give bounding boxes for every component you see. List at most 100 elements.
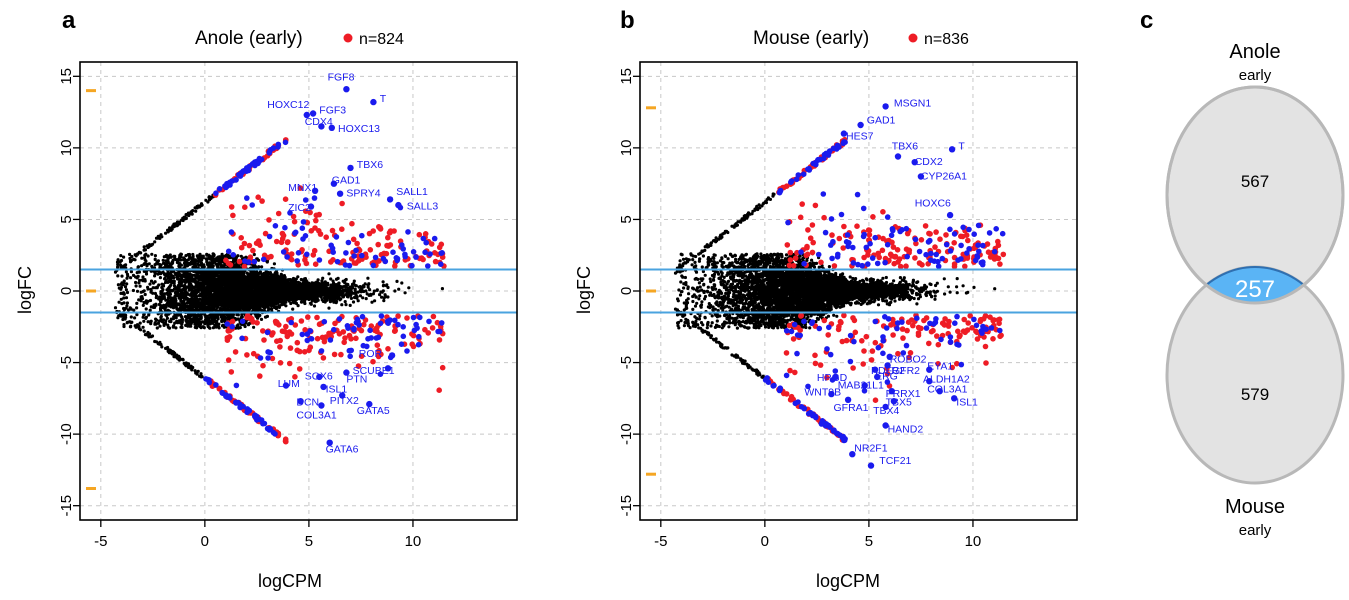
highlight-point bbox=[282, 329, 288, 335]
gene-label: MSGN1 bbox=[894, 97, 932, 109]
highlight-point bbox=[892, 254, 898, 260]
highlight-point bbox=[336, 331, 343, 337]
highlight-point bbox=[391, 328, 398, 335]
highlight-point bbox=[787, 249, 794, 256]
highlight-point bbox=[288, 251, 295, 257]
highlight-point bbox=[954, 360, 960, 367]
gene-point bbox=[284, 254, 290, 260]
gene-point bbox=[832, 368, 839, 374]
gene-point bbox=[958, 242, 964, 249]
labeled-gene-point bbox=[832, 373, 839, 381]
gene-label: HAND2 bbox=[888, 424, 924, 436]
gene-point bbox=[392, 317, 398, 324]
highlight-point bbox=[803, 252, 810, 259]
gene-label: COL3A1 bbox=[927, 384, 967, 396]
venn-mouse-only-count: 579 bbox=[1241, 385, 1269, 404]
y-axis-label-b: logFC bbox=[574, 266, 594, 314]
gene-point bbox=[438, 250, 445, 256]
gene-label: GAD1 bbox=[867, 115, 896, 127]
highlight-point bbox=[807, 235, 814, 241]
highlight-point bbox=[241, 263, 248, 270]
gene-point bbox=[282, 224, 288, 231]
highlight-point bbox=[385, 346, 391, 352]
gene-label: TBX6 bbox=[357, 159, 383, 171]
highlight-point bbox=[906, 354, 912, 361]
highlight-point bbox=[268, 253, 274, 260]
highlight-point bbox=[957, 332, 963, 339]
gene-point bbox=[345, 239, 352, 246]
gene-point bbox=[822, 229, 829, 236]
highlight-point bbox=[294, 339, 301, 346]
gene-point bbox=[431, 235, 438, 242]
highlight-point bbox=[790, 262, 797, 269]
gene-point bbox=[859, 262, 865, 269]
highlight-point bbox=[840, 245, 846, 251]
highlight-point bbox=[996, 316, 1003, 323]
highlight-point bbox=[329, 227, 336, 234]
gene-point bbox=[417, 314, 423, 321]
gene-point bbox=[980, 259, 986, 265]
gene-point bbox=[351, 327, 357, 333]
highlight-point bbox=[987, 254, 994, 260]
x-axis-label-b: logCPM bbox=[816, 571, 880, 591]
highlight-point bbox=[410, 332, 417, 339]
gene-point bbox=[935, 258, 941, 265]
gene-label: ERG bbox=[875, 371, 898, 383]
x-tick-label: 10 bbox=[405, 533, 422, 550]
gene-point bbox=[370, 262, 377, 269]
highlight-point bbox=[821, 214, 827, 221]
highlight-point bbox=[812, 352, 818, 359]
highlight-point bbox=[865, 252, 871, 258]
highlight-point bbox=[331, 351, 338, 358]
gene-label: MNX1 bbox=[288, 182, 317, 194]
highlight-point bbox=[824, 374, 830, 381]
gene-point bbox=[847, 358, 854, 365]
highlight-point bbox=[418, 255, 425, 261]
highlight-point bbox=[915, 324, 922, 331]
gene-point bbox=[294, 258, 301, 264]
highlight-point bbox=[313, 217, 319, 224]
gene-point bbox=[414, 325, 420, 331]
legend-dot-a bbox=[343, 33, 353, 43]
gene-point bbox=[954, 341, 960, 348]
highlight-point bbox=[230, 212, 236, 219]
labeled-gene-point bbox=[917, 173, 925, 180]
gene-point bbox=[903, 225, 910, 232]
highlight-point bbox=[375, 241, 382, 248]
labeled-gene-point bbox=[886, 353, 893, 360]
gene-point bbox=[404, 348, 410, 354]
gene-point bbox=[999, 230, 1006, 237]
highlight-point bbox=[787, 367, 793, 374]
highlight-point bbox=[321, 338, 328, 345]
gene-label: TBX5 bbox=[886, 397, 912, 409]
gene-label: SALL3 bbox=[407, 200, 439, 212]
gene-point bbox=[402, 253, 409, 260]
gene-point bbox=[810, 160, 816, 167]
gene-label: MAB21L1 bbox=[838, 379, 884, 391]
highlight-point bbox=[346, 332, 353, 339]
highlight-point bbox=[409, 341, 416, 348]
gene-label: GATA5 bbox=[357, 405, 390, 417]
highlight-point bbox=[870, 214, 876, 220]
gene-point bbox=[233, 382, 240, 389]
gene-point bbox=[354, 316, 361, 323]
gene-point bbox=[800, 171, 807, 177]
highlight-point bbox=[244, 352, 250, 358]
highlight-point bbox=[374, 342, 381, 349]
highlight-point bbox=[294, 347, 301, 354]
highlight-point bbox=[836, 323, 842, 330]
gene-point bbox=[405, 229, 411, 235]
highlight-point bbox=[377, 226, 384, 232]
highlight-point bbox=[926, 340, 932, 347]
highlight-point bbox=[943, 232, 949, 238]
highlight-point bbox=[895, 259, 901, 265]
highlight-point bbox=[903, 246, 910, 252]
highlight-point bbox=[817, 362, 824, 368]
highlight-point bbox=[296, 366, 303, 372]
gene-point bbox=[805, 410, 812, 417]
gene-point bbox=[861, 388, 868, 394]
highlight-point bbox=[378, 351, 384, 358]
highlight-point bbox=[787, 396, 794, 403]
gene-point bbox=[783, 328, 790, 334]
gene-point bbox=[205, 376, 211, 383]
